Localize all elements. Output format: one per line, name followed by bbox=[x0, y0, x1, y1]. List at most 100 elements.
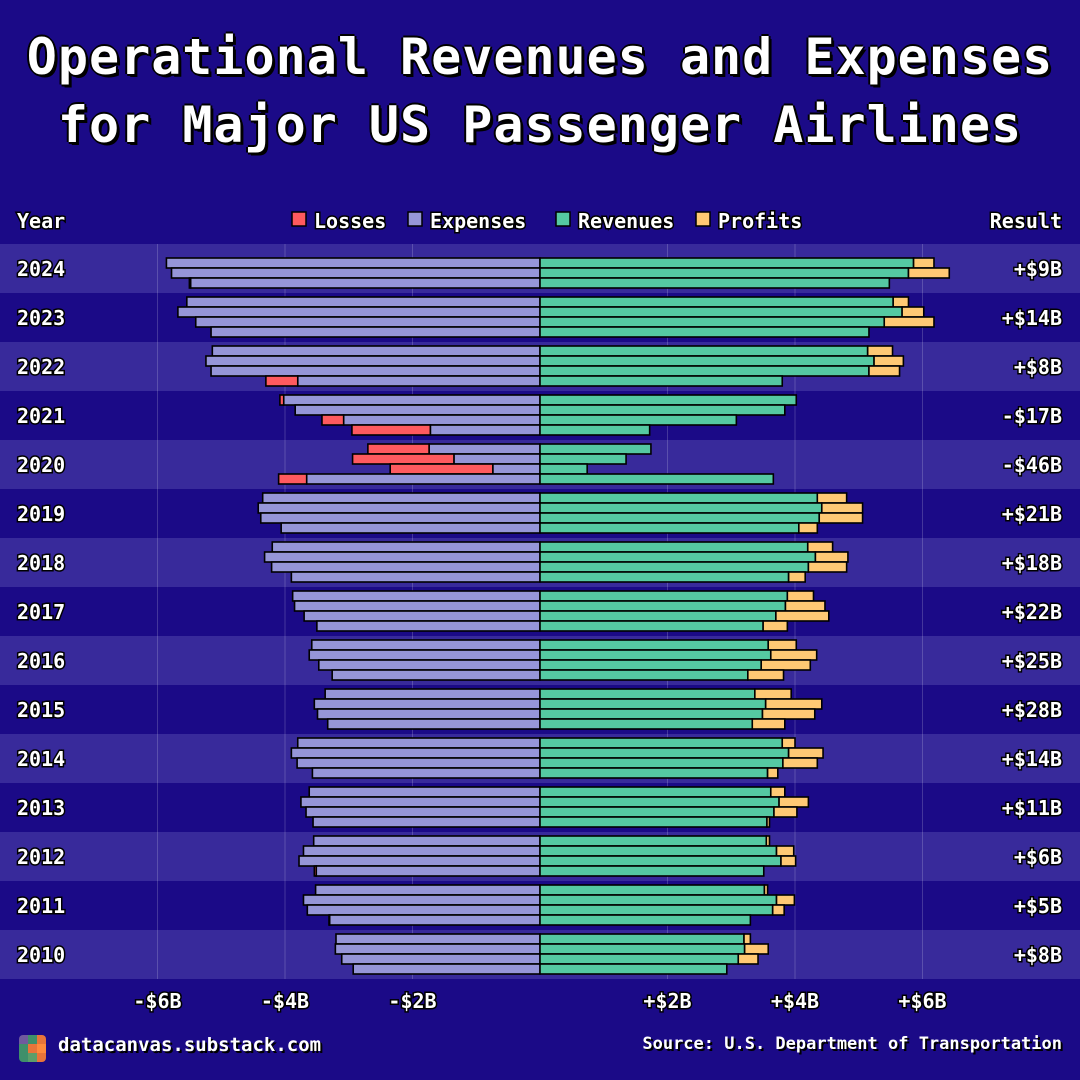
losses-bar bbox=[351, 424, 432, 436]
result-label: +$18B bbox=[1002, 551, 1062, 575]
quarter-bar-2017-Q2 bbox=[303, 610, 830, 622]
expenses-bar bbox=[282, 394, 541, 406]
quarter-bar-2023-Q2 bbox=[194, 316, 935, 328]
year-label: 2013 bbox=[17, 796, 65, 820]
expenses-bar bbox=[211, 345, 541, 357]
expenses-bar bbox=[316, 620, 541, 632]
profits-bar bbox=[798, 522, 819, 534]
expenses-bar bbox=[186, 296, 541, 308]
revenues-bar bbox=[539, 492, 819, 504]
profits-bar bbox=[787, 571, 807, 583]
profits-bar bbox=[868, 365, 901, 377]
revenues-bar bbox=[539, 757, 784, 769]
revenues-bar bbox=[539, 659, 763, 671]
profits-bar bbox=[787, 747, 824, 759]
expenses-bar bbox=[291, 590, 541, 602]
expenses-bar bbox=[317, 659, 541, 671]
result-label: -$46B bbox=[1002, 453, 1062, 477]
profits-bar bbox=[769, 649, 818, 661]
year-label: 2024 bbox=[17, 257, 65, 281]
quarter-bar-2014-Q3 bbox=[290, 747, 824, 759]
quarter-bar-2010-Q1 bbox=[352, 963, 728, 975]
profits-bar bbox=[780, 855, 797, 867]
legend: Losses Expenses Revenues Profits bbox=[291, 208, 804, 235]
revenues-bar bbox=[539, 404, 786, 416]
legend-label: Losses bbox=[314, 209, 386, 233]
expenses-bar bbox=[177, 306, 541, 318]
revenues-bar bbox=[539, 571, 790, 583]
result-label: +$28B bbox=[1002, 698, 1062, 722]
profits-bar bbox=[912, 257, 935, 269]
revenues-bar bbox=[539, 904, 774, 916]
legend-label: Expenses bbox=[430, 209, 526, 233]
revenues-bar bbox=[539, 953, 740, 965]
quarter-bar-2018-Q1 bbox=[290, 571, 807, 583]
x-tick-label: -$4B bbox=[261, 989, 309, 1013]
profits-bar bbox=[737, 953, 759, 965]
expenses-bar bbox=[296, 737, 541, 749]
expenses-bar bbox=[314, 884, 541, 896]
quarter-bar-2022-Q2 bbox=[210, 365, 901, 377]
legend-swatch-expenses bbox=[407, 211, 423, 227]
expenses-bar bbox=[305, 473, 541, 485]
result-label: +$14B bbox=[1002, 747, 1062, 771]
expenses-bar bbox=[352, 963, 541, 975]
profits-bar bbox=[782, 757, 819, 769]
revenues-bar bbox=[539, 473, 775, 485]
profits-bar bbox=[814, 551, 849, 563]
revenues-bar bbox=[539, 816, 768, 828]
quarter-bar-2018-Q2 bbox=[270, 561, 848, 573]
revenues-bar bbox=[539, 747, 790, 759]
losses-bar bbox=[279, 394, 285, 406]
quarter-bar-2012-Q1 bbox=[313, 865, 765, 877]
site-link[interactable]: datacanvas.substack.com bbox=[58, 1034, 322, 1056]
profits-bar bbox=[784, 600, 826, 612]
revenues-bar bbox=[539, 267, 910, 279]
expenses-bar bbox=[259, 512, 541, 524]
year-label: 2010 bbox=[17, 943, 65, 967]
year-label: 2014 bbox=[17, 747, 65, 771]
expenses-bar bbox=[290, 747, 541, 759]
profits-bar bbox=[901, 306, 925, 318]
datacanvas-logo bbox=[19, 1035, 46, 1062]
expenses-bar bbox=[298, 855, 541, 867]
revenues-bar bbox=[539, 414, 738, 426]
year-label: 2021 bbox=[17, 404, 65, 428]
legend-label: Profits bbox=[718, 209, 802, 233]
expenses-bar bbox=[293, 600, 541, 612]
expenses-bar bbox=[257, 502, 541, 514]
quarter-bar-2012-Q4 bbox=[312, 835, 771, 847]
expenses-bar bbox=[310, 639, 541, 651]
quarter-bar-2015-Q2 bbox=[316, 708, 816, 720]
expenses-bar bbox=[492, 463, 541, 475]
profits-bar bbox=[762, 620, 789, 632]
result-label: +$11B bbox=[1002, 796, 1062, 820]
quarter-bar-2010-Q2 bbox=[340, 953, 759, 965]
revenues-bar bbox=[539, 894, 778, 906]
expenses-bar bbox=[429, 424, 541, 436]
revenues-bar bbox=[539, 600, 787, 612]
quarter-bar-2023-Q4 bbox=[186, 296, 910, 308]
quarter-bar-2020-Q4 bbox=[367, 443, 652, 455]
result-label: +$14B bbox=[1002, 306, 1062, 330]
profits-bar bbox=[907, 267, 951, 279]
quarter-bar-2014-Q1 bbox=[311, 767, 779, 779]
quarter-bar-2024-Q3 bbox=[165, 257, 935, 269]
quarter-bar-2017-Q3 bbox=[293, 600, 826, 612]
quarter-bar-2011-Q4 bbox=[314, 884, 769, 896]
expenses-bar bbox=[263, 551, 541, 563]
expenses-bar bbox=[189, 277, 541, 289]
profits-bar bbox=[764, 698, 823, 710]
revenues-bar bbox=[539, 786, 772, 798]
losses-bar bbox=[367, 443, 430, 455]
losses-bar bbox=[351, 453, 455, 465]
quarter-bar-2022-Q4 bbox=[211, 345, 894, 357]
revenues-bar bbox=[539, 718, 754, 730]
result-label: +$5B bbox=[1014, 894, 1062, 918]
expenses-bar bbox=[271, 541, 541, 553]
profits-bar bbox=[781, 737, 796, 749]
expenses-bar bbox=[194, 316, 541, 328]
revenues-bar bbox=[539, 835, 768, 847]
x-tick-label: +$6B bbox=[898, 989, 946, 1013]
